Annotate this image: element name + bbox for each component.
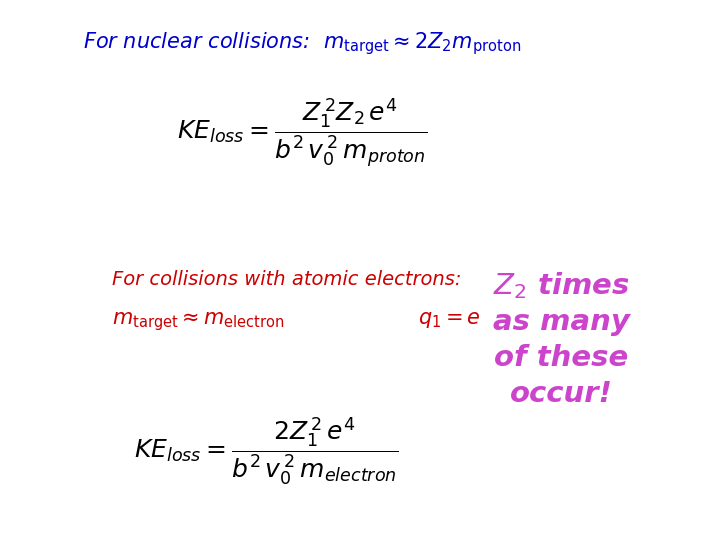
Text: $Z_2$ times
as many
of these
occur!: $Z_2$ times as many of these occur! — [493, 270, 630, 408]
Text: For nuclear collisions:  $\it{m}_{\rm{target}} \approx 2Z_2\it{m}_{\rm{proton}}$: For nuclear collisions: $\it{m}_{\rm{tar… — [83, 30, 521, 57]
Text: $\it{m}_{\rm{target}} \approx \it{m}_{\rm{electron}}$: $\it{m}_{\rm{target}} \approx \it{m}_{\r… — [112, 310, 284, 333]
Text: $\mathit{KE}_{\mathit{loss}} = \dfrac{Z_1^{\,2}Z_2\, e^4}{b^2\, v_0^{\,2}\, m_{\: $\mathit{KE}_{\mathit{loss}} = \dfrac{Z_… — [177, 97, 428, 170]
Text: $\mathit{KE}_{\mathit{loss}} = \dfrac{2Z_1^{\,2}\, e^4}{b^2\, v_0^{\,2}\, m_{\ma: $\mathit{KE}_{\mathit{loss}} = \dfrac{2Z… — [134, 416, 399, 487]
Text: For collisions with atomic electrons:: For collisions with atomic electrons: — [112, 270, 461, 289]
Text: $\it{q}_1 = \it{e}$: $\it{q}_1 = \it{e}$ — [418, 310, 480, 330]
